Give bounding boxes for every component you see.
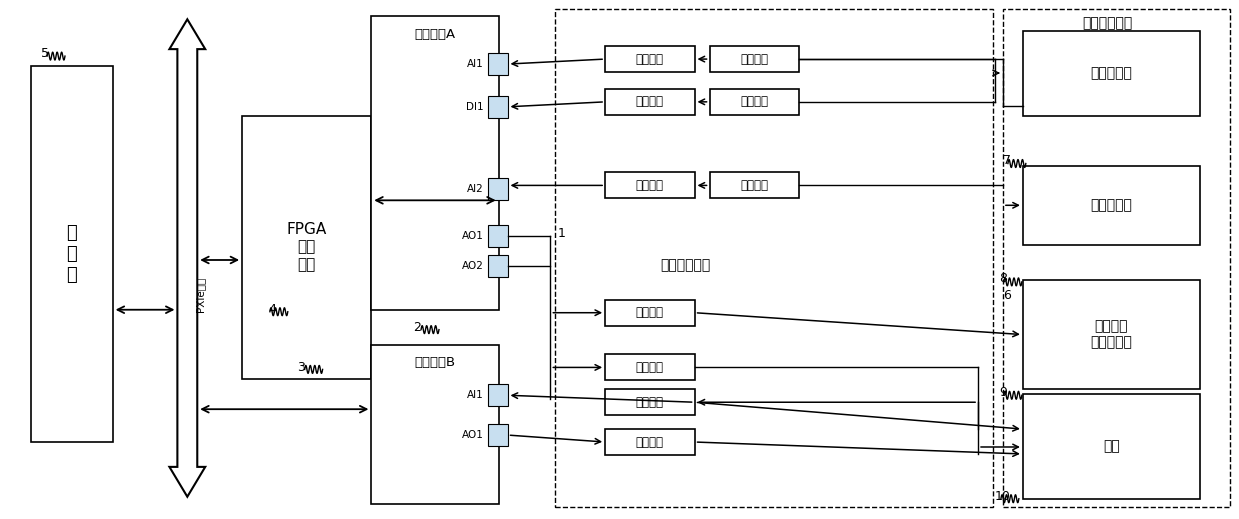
Text: 7: 7: [1002, 154, 1011, 167]
Text: 6: 6: [1002, 289, 1011, 302]
Polygon shape: [170, 19, 206, 497]
Text: 电压跟随: 电压跟随: [740, 95, 768, 108]
Text: 采集单元A: 采集单元A: [414, 28, 456, 40]
Text: FPGA
控制
单元: FPGA 控制 单元: [286, 222, 327, 272]
Text: 3: 3: [296, 361, 305, 374]
Text: AI1: AI1: [467, 390, 483, 400]
Text: PXIe总线: PXIe总线: [196, 277, 206, 312]
Bar: [710, 172, 799, 198]
Bar: [372, 345, 498, 503]
Text: 4: 4: [268, 303, 276, 316]
Bar: [488, 179, 508, 200]
Text: AI2: AI2: [467, 184, 483, 195]
Bar: [605, 172, 695, 198]
Text: AO2: AO2: [462, 261, 483, 271]
Text: 模拟放大: 模拟放大: [636, 179, 664, 192]
Text: 第一探测器: 第一探测器: [1090, 66, 1132, 80]
Bar: [710, 89, 799, 115]
Bar: [605, 46, 695, 72]
Text: 采集单元B: 采集单元B: [414, 356, 456, 369]
Bar: [1023, 166, 1199, 245]
Text: 8: 8: [999, 272, 1007, 285]
Text: 9: 9: [999, 386, 1007, 399]
Bar: [488, 53, 508, 75]
Text: 模拟放大: 模拟放大: [636, 395, 664, 409]
Text: AI1: AI1: [467, 59, 483, 69]
Text: 10: 10: [995, 490, 1011, 503]
Bar: [605, 300, 695, 325]
Bar: [1002, 9, 1230, 507]
Bar: [488, 96, 508, 118]
Text: 高通滤波: 高通滤波: [740, 52, 768, 65]
Bar: [488, 225, 508, 247]
Text: 模拟放大: 模拟放大: [636, 361, 664, 374]
Text: 电压比较: 电压比较: [636, 95, 664, 108]
Bar: [488, 385, 508, 406]
Bar: [1023, 394, 1199, 499]
Text: 模拟放大: 模拟放大: [636, 435, 664, 448]
Text: 模拟放大: 模拟放大: [636, 52, 664, 65]
Text: 高通滤波: 高通滤波: [740, 179, 768, 192]
Bar: [605, 354, 695, 380]
Bar: [1023, 280, 1199, 389]
Text: 模拟放大: 模拟放大: [636, 306, 664, 319]
Bar: [488, 255, 508, 277]
Text: 光源: 光源: [1103, 439, 1120, 453]
Text: 集成光学
相位调制器: 集成光学 相位调制器: [1090, 320, 1132, 350]
Text: 5: 5: [41, 47, 50, 60]
Bar: [242, 116, 372, 379]
Text: AO1: AO1: [462, 430, 483, 440]
Bar: [488, 424, 508, 446]
Text: AO1: AO1: [462, 231, 483, 241]
Bar: [31, 66, 113, 442]
Text: 1: 1: [558, 227, 565, 240]
Bar: [605, 429, 695, 455]
Text: 第二探测器: 第二探测器: [1090, 198, 1132, 212]
Text: 光电混合模块: 光电混合模块: [1082, 16, 1132, 30]
Text: DI1: DI1: [466, 102, 483, 112]
Bar: [555, 9, 992, 507]
Bar: [605, 89, 695, 115]
Text: 信号调理模块: 信号调理模块: [660, 258, 710, 272]
Bar: [710, 46, 799, 72]
Bar: [372, 16, 498, 310]
Bar: [605, 389, 695, 415]
Text: 2: 2: [413, 321, 421, 334]
Bar: [1023, 31, 1199, 116]
Text: 计
算
机: 计 算 机: [67, 224, 77, 284]
